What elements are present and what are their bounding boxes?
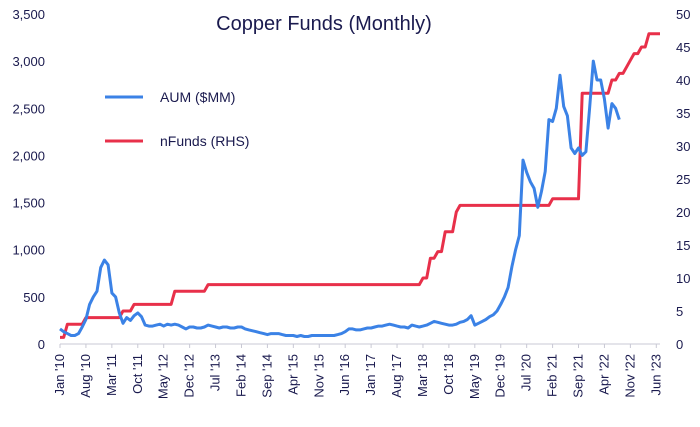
right-tick-label: 35 <box>676 106 690 121</box>
left-tick-label: 1,500 <box>12 196 45 211</box>
left-tick-label: 3,500 <box>12 7 45 22</box>
series-line-nfunds <box>60 32 660 339</box>
x-tick-label: Jul '13 <box>208 354 223 391</box>
x-tick-label: Oct '11 <box>130 354 145 394</box>
x-tick-label: May '19 <box>467 354 482 399</box>
x-tick-label: Nov '22 <box>622 354 637 398</box>
x-tick-label: Dec '12 <box>182 354 197 398</box>
left-tick-label: 3,000 <box>12 54 45 69</box>
chart-title: Copper Funds (Monthly) <box>216 13 432 35</box>
left-y-axis: 0 500 1,000 1,500 2,000 2,500 3,000 3,500 <box>12 7 45 352</box>
right-tick-label: 20 <box>676 205 690 220</box>
legend: AUM ($MM) nFunds (RHS) <box>105 89 249 149</box>
left-tick-label: 2,500 <box>12 101 45 116</box>
x-tick-label: Sep '14 <box>259 354 274 398</box>
x-tick-label: Jul '20 <box>519 354 534 391</box>
plot-area <box>59 32 660 339</box>
right-tick-label: 40 <box>676 73 690 88</box>
x-tick-label: Aug '17 <box>389 354 404 398</box>
x-tick-label: Apr '15 <box>285 354 300 395</box>
legend-label-nfunds: nFunds (RHS) <box>160 133 249 149</box>
x-tick-label: Aug '10 <box>78 354 93 398</box>
right-tick-label: 50 <box>676 7 690 22</box>
left-tick-label: 500 <box>23 290 45 305</box>
x-tick-label: Nov '15 <box>311 354 326 398</box>
right-tick-label: 25 <box>676 172 690 187</box>
right-tick-label: 10 <box>676 271 690 286</box>
right-tick-label: 30 <box>676 139 690 154</box>
right-y-axis: 0 5 10 15 20 25 30 35 40 45 50 <box>676 7 690 352</box>
legend-label-aum: AUM ($MM) <box>160 89 235 105</box>
x-tick-label: Feb '14 <box>233 354 248 397</box>
x-tick-label: Sep '21 <box>571 354 586 398</box>
x-tick-label: Apr '22 <box>596 354 611 395</box>
x-tick-label: Dec '19 <box>493 354 508 398</box>
series-line-aum <box>59 59 621 338</box>
left-tick-label: 0 <box>38 337 45 352</box>
x-tick-label: Jun '23 <box>648 354 663 396</box>
x-tick-label: Jan '10 <box>52 354 67 396</box>
x-tick-label: Oct '18 <box>441 354 456 395</box>
x-tick-label: Jan '17 <box>363 354 378 396</box>
x-tick-label: Feb '21 <box>545 354 560 397</box>
x-tick-label: Mar '18 <box>415 354 430 397</box>
left-tick-label: 1,000 <box>12 243 45 258</box>
x-axis: Jan '10 Aug '10 Mar '11 Oct '11 May '12 Dec '… <box>52 343 663 399</box>
right-tick-label: 0 <box>676 337 683 352</box>
x-tick-label: Jun '16 <box>337 354 352 396</box>
x-tick-label: May '12 <box>156 354 171 399</box>
x-tick-label: Mar '11 <box>104 354 119 396</box>
left-tick-label: 2,000 <box>12 148 45 163</box>
right-tick-label: 15 <box>676 238 690 253</box>
right-tick-label: 5 <box>676 304 683 319</box>
right-tick-label: 45 <box>676 40 690 55</box>
